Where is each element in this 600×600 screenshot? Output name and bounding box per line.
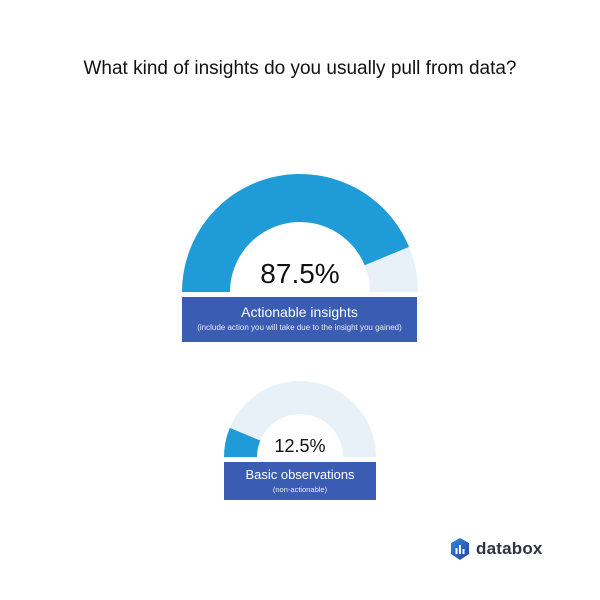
gauge-1-sublabel: (include action you will take due to the… [197, 323, 402, 332]
gauge-2-value: 12.5% [274, 436, 326, 456]
gauge-2-label-box: Basic observations (non-actionable) [224, 462, 376, 500]
gauge-2-filled-arc [224, 427, 261, 457]
gauge-1-label: Actionable insights [241, 304, 358, 320]
gauge-1-label-box: Actionable insights (include action you … [182, 297, 417, 342]
gauge-2-label: Basic observations [245, 467, 355, 482]
gauge-2-empty-arc [224, 381, 376, 457]
databox-logo-icon [451, 538, 469, 560]
gauge-1-value: 87.5% [260, 258, 340, 289]
chart-title: What kind of insights do you usually pul… [83, 58, 517, 79]
databox-logo: databox [450, 538, 543, 560]
gauge-2-sublabel: (non-actionable) [272, 485, 328, 494]
databox-brand-name: databox [476, 539, 543, 558]
gauge-1-filled-arc [182, 173, 410, 292]
